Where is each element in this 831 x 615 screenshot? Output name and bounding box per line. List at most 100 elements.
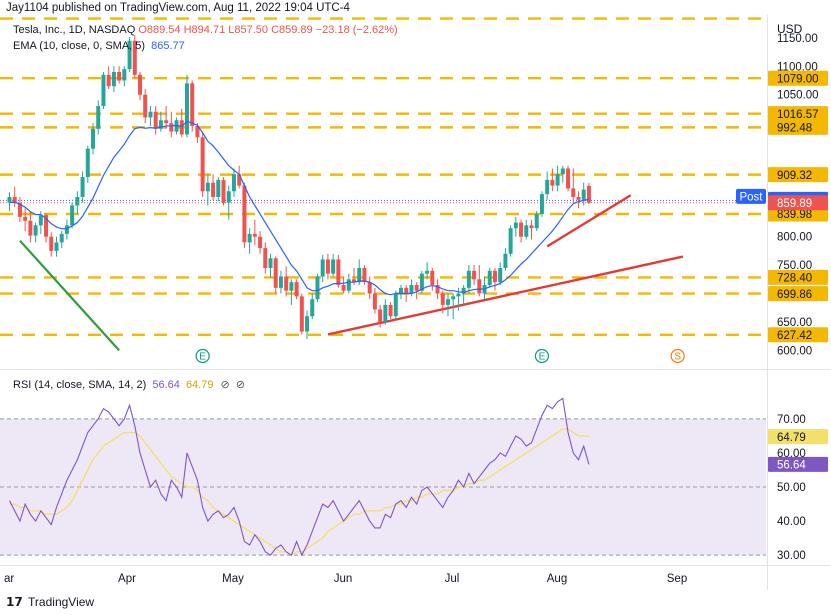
candle-body [49, 236, 54, 251]
candle-body [508, 228, 513, 254]
candle [49, 232, 54, 257]
candle-body [80, 177, 85, 197]
candle [169, 111, 174, 138]
candle [17, 196, 22, 222]
candle [28, 211, 33, 243]
candle-body [91, 128, 96, 149]
earnings-marker-label: E [199, 352, 206, 363]
candle-body [278, 276, 283, 288]
trendline-green [19, 239, 120, 352]
candle [132, 35, 137, 78]
candle-body [299, 296, 304, 332]
time-axis[interactable]: ar Apr May Jun Jul Aug Sep [4, 573, 687, 585]
candle [299, 293, 304, 335]
candle [519, 219, 524, 243]
candle-body [566, 168, 571, 189]
low-value: L857.50 [228, 24, 269, 36]
candle-body [205, 182, 210, 192]
candle-body [513, 222, 518, 229]
rsi-legend[interactable]: RSI (14, close, SMA, 14, 2) 56.64 64.79 … [13, 378, 245, 391]
candle [560, 165, 565, 183]
candle [7, 192, 12, 212]
candle [477, 265, 482, 297]
candle-body [451, 296, 456, 300]
candle [419, 270, 424, 294]
candle-body [430, 270, 435, 286]
candle-body [132, 40, 137, 75]
price-tick: 1150.00 [777, 33, 818, 45]
candle [226, 185, 231, 220]
candle [195, 123, 200, 143]
rsi-ma-label: 64.79 [777, 432, 806, 444]
last-price-label: 859.89 [777, 198, 812, 210]
brand-name: TradingView [28, 595, 95, 609]
level-label-bg [768, 106, 828, 122]
candle-body [362, 267, 367, 283]
candle [101, 71, 106, 109]
level-label-bg [768, 269, 828, 285]
eye-off-icon[interactable]: ⊘ [220, 379, 230, 391]
candle-body [341, 285, 346, 291]
candle [70, 202, 75, 229]
candle-body [164, 120, 169, 124]
symbol-name: Tesla, Inc., 1D, NASDAQ [13, 24, 136, 36]
rsi-value-label-bg [768, 456, 828, 472]
candle [472, 265, 477, 286]
candle-body [221, 179, 226, 203]
candle [388, 302, 393, 320]
close-value: C859.89 [271, 24, 313, 36]
candle-body [200, 137, 205, 192]
candle-body [138, 74, 142, 95]
symbol-legend[interactable]: Tesla, Inc., 1D, NASDAQ O889.54 H894.71 … [13, 24, 398, 36]
rsi-tick: 70.00 [777, 414, 806, 426]
price-tick: 1050.00 [777, 90, 819, 102]
candle [529, 219, 534, 240]
candle [310, 293, 315, 320]
candle-body [419, 273, 424, 291]
earnings-marker [534, 348, 550, 364]
candle [127, 36, 132, 72]
candle [425, 262, 430, 280]
price-axis[interactable]: 1150.001100.001050.00800.00750.00650.006… [736, 33, 828, 562]
currency-label: USD [777, 22, 803, 36]
candle [513, 216, 518, 237]
candle-body [367, 282, 372, 294]
candle [586, 182, 591, 205]
level-label: 1016.57 [777, 109, 819, 121]
candle [64, 219, 69, 240]
ema-legend[interactable]: EMA (10, close, 0, SMA, 5) 865.77 [13, 40, 185, 52]
trendlines[interactable] [19, 194, 684, 352]
publish-line: Jay1104 published on TradingView.com, Au… [6, 2, 350, 14]
candle-body [336, 259, 341, 286]
hide-icon[interactable]: ⊘ [235, 379, 246, 391]
candle [315, 273, 320, 303]
level-label-bg [768, 327, 828, 343]
candle [534, 211, 539, 232]
level-label: 839.98 [777, 209, 812, 221]
candle-series [7, 35, 591, 339]
candle [221, 177, 226, 206]
candle [54, 236, 59, 257]
candle [341, 276, 346, 294]
rsi-label: RSI (14, close, SMA, 14, 2) [13, 379, 147, 391]
candle [80, 171, 85, 203]
candle [44, 212, 49, 243]
candle [393, 290, 398, 320]
candle-body [294, 282, 299, 297]
candle-body [17, 203, 22, 217]
candle [138, 71, 142, 101]
candle [430, 267, 435, 291]
earnings-marker-label: E [539, 352, 546, 363]
candle [445, 293, 450, 317]
candle-body [284, 276, 289, 291]
candle-body [44, 215, 49, 237]
open-value: O889.54 [138, 24, 181, 36]
candle-body [127, 40, 132, 70]
candle-body [179, 120, 184, 135]
level-label-bg [768, 206, 828, 222]
candle-body [357, 267, 362, 283]
candle [85, 145, 90, 183]
candle [539, 191, 544, 217]
